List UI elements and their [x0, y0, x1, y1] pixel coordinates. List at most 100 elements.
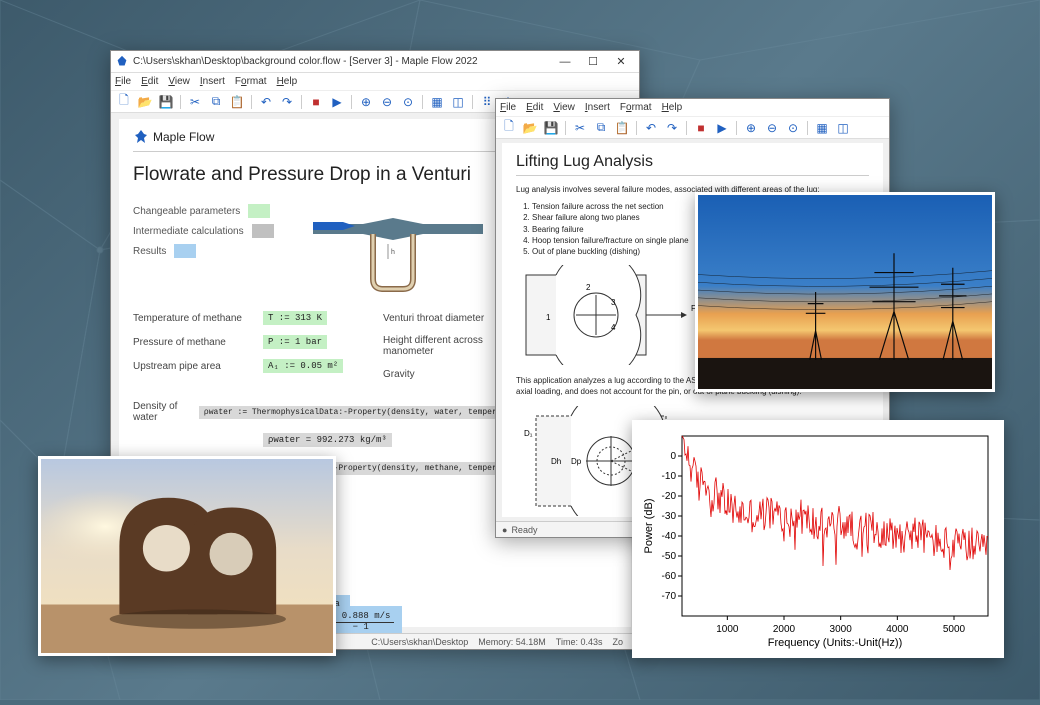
menu-help[interactable]: Help	[277, 76, 298, 87]
status-path: C:\Users\skhan\Desktop	[371, 637, 468, 647]
menu-insert[interactable]: Insert	[585, 102, 610, 113]
param-value[interactable]: P := 1 bar	[263, 335, 327, 349]
zoom-out-icon[interactable]: ⊖	[763, 119, 781, 137]
legend-label: Intermediate calculations	[133, 226, 244, 237]
svg-text:-60: -60	[662, 571, 677, 582]
panel-icon[interactable]: ◫	[449, 93, 467, 111]
svg-text:-70: -70	[662, 591, 677, 602]
zoom-fit-icon[interactable]: ⊙	[399, 93, 417, 111]
svg-text:-50: -50	[662, 551, 677, 562]
save-icon[interactable]: 💾	[542, 119, 560, 137]
param-label: Venturi throat diameter	[383, 313, 513, 324]
zoom-fit-icon[interactable]: ⊙	[784, 119, 802, 137]
undo-icon[interactable]: ↶	[642, 119, 660, 137]
svg-text:-10: -10	[662, 471, 677, 482]
cut-icon[interactable]: ✂	[571, 119, 589, 137]
svg-text:4000: 4000	[886, 624, 909, 635]
svg-text:-30: -30	[662, 511, 677, 522]
open-icon[interactable]: 📂	[136, 93, 154, 111]
apps-icon[interactable]: ⠿	[478, 93, 496, 111]
density-water-val: ρwater = 992.273 kg/m³	[263, 433, 392, 447]
undo-icon[interactable]: ↶	[257, 93, 275, 111]
power-lines-photo	[695, 192, 995, 392]
menu-help[interactable]: Help	[662, 102, 683, 113]
new-icon[interactable]: 🗋	[115, 93, 133, 111]
menu-insert[interactable]: Insert	[200, 76, 225, 87]
svg-text:Dp: Dp	[571, 457, 582, 466]
concrete-arches-photo	[38, 456, 336, 656]
menu-view[interactable]: View	[168, 76, 190, 87]
zoom-in-icon[interactable]: ⊕	[742, 119, 760, 137]
menubar: File Edit View Insert Format Help	[111, 73, 639, 91]
density-water-label: Density of water	[133, 401, 199, 423]
copy-icon[interactable]: ⧉	[207, 93, 225, 111]
power-spectrum-chart: 0 -10 -20 -30 -40 -50 -60 -70 1000 2000 3000 4000 50…	[632, 420, 1004, 658]
paste-icon[interactable]: 📋	[228, 93, 246, 111]
param-label: Gravity	[383, 369, 513, 380]
menu-file[interactable]: File	[500, 102, 516, 113]
svg-text:1000: 1000	[716, 624, 739, 635]
brand-name: Maple Flow	[153, 130, 214, 144]
paste-icon[interactable]: 📋	[613, 119, 631, 137]
param-label: Upstream pipe area	[133, 361, 263, 372]
menu-view[interactable]: View	[553, 102, 575, 113]
status-memory: Memory: 54.18M	[478, 637, 546, 647]
menu-file[interactable]: File	[115, 76, 131, 87]
stop-icon[interactable]: ■	[692, 119, 710, 137]
toolbar-2: 🗋 📂 💾 ✂ ⧉ 📋 ↶ ↷ ■ ▶ ⊕ ⊖ ⊙ ▦ ◫	[496, 117, 889, 139]
save-icon[interactable]: 💾	[157, 93, 175, 111]
zoom-out-icon[interactable]: ⊖	[378, 93, 396, 111]
svg-text:2: 2	[586, 283, 591, 292]
param-label: Temperature of methane	[133, 313, 263, 324]
legend: Changeable parameters Intermediate calcu…	[133, 204, 303, 297]
minimize-button[interactable]: —	[551, 53, 579, 71]
maple-leaf-icon	[133, 129, 149, 145]
page2-title: Lifting Lug Analysis	[516, 153, 869, 176]
svg-text:3: 3	[611, 298, 616, 307]
legend-label: Changeable parameters	[133, 206, 240, 217]
param-value[interactable]: T := 313 K	[263, 311, 327, 325]
param-label: Pressure of methane	[133, 337, 263, 348]
run-icon[interactable]: ▶	[713, 119, 731, 137]
svg-text:Frequency (Units:-Unit(Hz)): Frequency (Units:-Unit(Hz))	[768, 637, 902, 649]
menu-edit[interactable]: Edit	[526, 102, 543, 113]
svg-text:4: 4	[611, 323, 616, 332]
stop-icon[interactable]: ■	[307, 93, 325, 111]
open-icon[interactable]: 📂	[521, 119, 539, 137]
status-ready: Ready	[511, 525, 537, 535]
param-value[interactable]: A₁ := 0.05 m²	[263, 359, 343, 373]
legend-label: Results	[133, 246, 166, 257]
redo-icon[interactable]: ↷	[663, 119, 681, 137]
grid-icon[interactable]: ▦	[813, 119, 831, 137]
svg-text:-40: -40	[662, 531, 677, 542]
menubar-2: File Edit View Insert Format Help	[496, 99, 889, 117]
svg-text:h: h	[391, 249, 395, 256]
new-icon[interactable]: 🗋	[500, 119, 518, 137]
grid-icon[interactable]: ▦	[428, 93, 446, 111]
panel-icon[interactable]: ◫	[834, 119, 852, 137]
svg-text:D₁: D₁	[524, 429, 533, 438]
param-label: Height different across manometer	[383, 335, 513, 357]
status-time: Time: 0.43s	[556, 637, 603, 647]
redo-icon[interactable]: ↷	[278, 93, 296, 111]
copy-icon[interactable]: ⧉	[592, 119, 610, 137]
menu-format[interactable]: Format	[235, 76, 267, 87]
titlebar[interactable]: C:\Users\skhan\Desktop\background color.…	[111, 51, 639, 73]
svg-text:-20: -20	[662, 491, 677, 502]
svg-text:3000: 3000	[830, 624, 853, 635]
status-zoom: Zo	[612, 637, 623, 647]
svg-text:5000: 5000	[943, 624, 966, 635]
svg-text:1: 1	[546, 313, 551, 322]
window-title: C:\Users\skhan\Desktop\background color.…	[133, 56, 551, 67]
cut-icon[interactable]: ✂	[186, 93, 204, 111]
run-icon[interactable]: ▶	[328, 93, 346, 111]
svg-text:Dh: Dh	[551, 457, 561, 466]
close-button[interactable]: ✕	[607, 53, 635, 71]
menu-edit[interactable]: Edit	[141, 76, 158, 87]
maximize-button[interactable]: ☐	[579, 53, 607, 71]
svg-text:2000: 2000	[773, 624, 796, 635]
menu-format[interactable]: Format	[620, 102, 652, 113]
app-icon	[115, 55, 129, 69]
svg-text:0: 0	[670, 451, 676, 462]
zoom-in-icon[interactable]: ⊕	[357, 93, 375, 111]
